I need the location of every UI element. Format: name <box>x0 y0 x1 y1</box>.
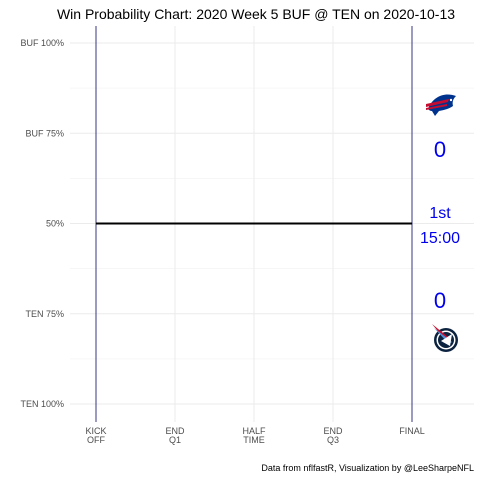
x-tick-label: END Q1 <box>165 426 185 445</box>
x-axis-tick-labels: KICK OFF END Q1 HALF TIME END Q3 FINAL <box>85 426 424 445</box>
y-tick-label: TEN 75% <box>25 309 64 319</box>
home-score: 0 <box>434 288 446 313</box>
y-tick-label: BUF 100% <box>20 38 64 48</box>
x-tick-label: KICK OFF <box>85 426 106 445</box>
y-tick-label: TEN 100% <box>20 399 64 409</box>
y-axis-tick-labels: BUF 100% BUF 75% 50% TEN 75% TEN 100% <box>20 38 64 409</box>
chart-title: Win Probability Chart: 2020 Week 5 BUF @… <box>57 6 455 22</box>
game-clock: 15:00 <box>420 230 460 247</box>
game-quarter: 1st <box>429 205 451 222</box>
x-tick-label: END Q3 <box>323 426 343 445</box>
chart-caption: Data from nflfastR, Visualization by @Le… <box>261 463 474 473</box>
y-tick-label: 50% <box>46 219 64 229</box>
away-score: 0 <box>434 137 446 162</box>
x-tick-label: FINAL <box>399 426 425 436</box>
titans-logo-icon <box>432 324 458 352</box>
y-tick-label: BUF 75% <box>25 128 64 138</box>
bills-logo-icon <box>426 94 456 116</box>
x-tick-label: HALF TIME <box>242 426 266 445</box>
